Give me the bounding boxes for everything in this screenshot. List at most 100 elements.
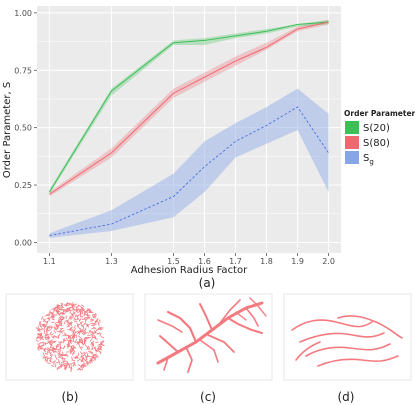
cell: [74, 314, 77, 318]
cell: [84, 327, 87, 332]
cell: [84, 332, 88, 334]
cell: [39, 321, 42, 325]
cell: [54, 326, 56, 331]
cell: [76, 359, 81, 362]
x-tick-label: 1.7: [229, 257, 242, 266]
cell: [58, 306, 61, 311]
cell: [63, 332, 67, 336]
cell: [60, 303, 64, 306]
y-tick-label: 0.00: [14, 238, 32, 247]
cell: [72, 303, 75, 307]
cell: [90, 333, 94, 337]
cell: [46, 325, 50, 329]
cell: [84, 316, 88, 319]
cell: [72, 333, 77, 336]
cell: [35, 339, 39, 342]
cell: [72, 363, 76, 367]
cell: [75, 339, 77, 343]
cell: [83, 322, 86, 326]
cell: [94, 357, 97, 361]
cell: [71, 349, 75, 352]
line-s20: [48, 21, 329, 193]
cell: [43, 317, 45, 322]
cell: [79, 312, 82, 317]
cell: [37, 343, 40, 347]
cell: [68, 335, 71, 339]
cell: [46, 357, 50, 360]
cell: [61, 312, 65, 314]
cell: [78, 343, 81, 348]
cell: [57, 341, 62, 343]
cell: [48, 317, 51, 321]
cell: [81, 332, 86, 334]
cell: [60, 341, 64, 344]
cell: [86, 362, 89, 366]
cell: [51, 364, 55, 368]
cell: [69, 327, 73, 331]
cell: [98, 328, 102, 330]
cell: [93, 321, 97, 325]
cell: [88, 309, 92, 313]
cell: [62, 358, 66, 363]
cell: [77, 326, 81, 330]
cell: [60, 330, 63, 334]
cell: [101, 340, 105, 344]
cell: [54, 309, 58, 313]
cell: [76, 323, 80, 327]
cell: [90, 318, 94, 322]
legend-swatch-s80: [345, 136, 359, 149]
cell: [83, 313, 86, 317]
legend: Order Parameter S(20) S(80) Sg: [344, 109, 415, 166]
cell: [96, 318, 98, 323]
cell: [40, 334, 44, 338]
cell: [40, 327, 44, 330]
cell: [48, 311, 51, 315]
cell: [42, 355, 45, 359]
cell: [50, 348, 54, 351]
cell: [54, 363, 57, 368]
cell: [86, 337, 90, 340]
confidence-bands: [49, 19, 329, 238]
legend-swatch-sg: [345, 151, 359, 164]
cell: [69, 326, 73, 329]
cell: [40, 333, 43, 337]
cell: [72, 308, 76, 311]
cell: [57, 319, 60, 323]
cell: [94, 337, 98, 340]
cell: [37, 325, 40, 329]
cell: [86, 324, 90, 328]
cell: [80, 355, 85, 357]
cell: [57, 352, 61, 355]
cell: [87, 316, 91, 319]
cell: [60, 318, 64, 322]
cell: [49, 310, 52, 314]
cell: [52, 361, 55, 365]
cell: [69, 322, 73, 325]
cell: [79, 310, 82, 314]
cell: [87, 308, 91, 311]
cell: [92, 332, 97, 334]
cell: [63, 353, 67, 356]
cell: [46, 314, 50, 316]
cell: [35, 327, 39, 330]
cell: [60, 363, 63, 367]
cell: [44, 356, 49, 359]
cell: [72, 331, 75, 335]
cell: [83, 356, 85, 361]
y-tick-label: 1.00: [14, 9, 32, 18]
cell: [53, 347, 57, 351]
panel-c-image: [144, 293, 273, 381]
cell: [72, 338, 74, 343]
cell: [91, 354, 95, 357]
cell: [70, 316, 72, 321]
cell: [71, 348, 74, 352]
legend-label-s80: S(80): [363, 138, 390, 149]
cell: [46, 333, 50, 336]
cell: [79, 328, 82, 332]
cell: [51, 347, 56, 350]
cell: [83, 340, 86, 344]
cell: [51, 311, 54, 315]
x-tick-label: 1.1: [43, 257, 56, 266]
cell: [69, 347, 73, 351]
cell: [91, 327, 95, 329]
